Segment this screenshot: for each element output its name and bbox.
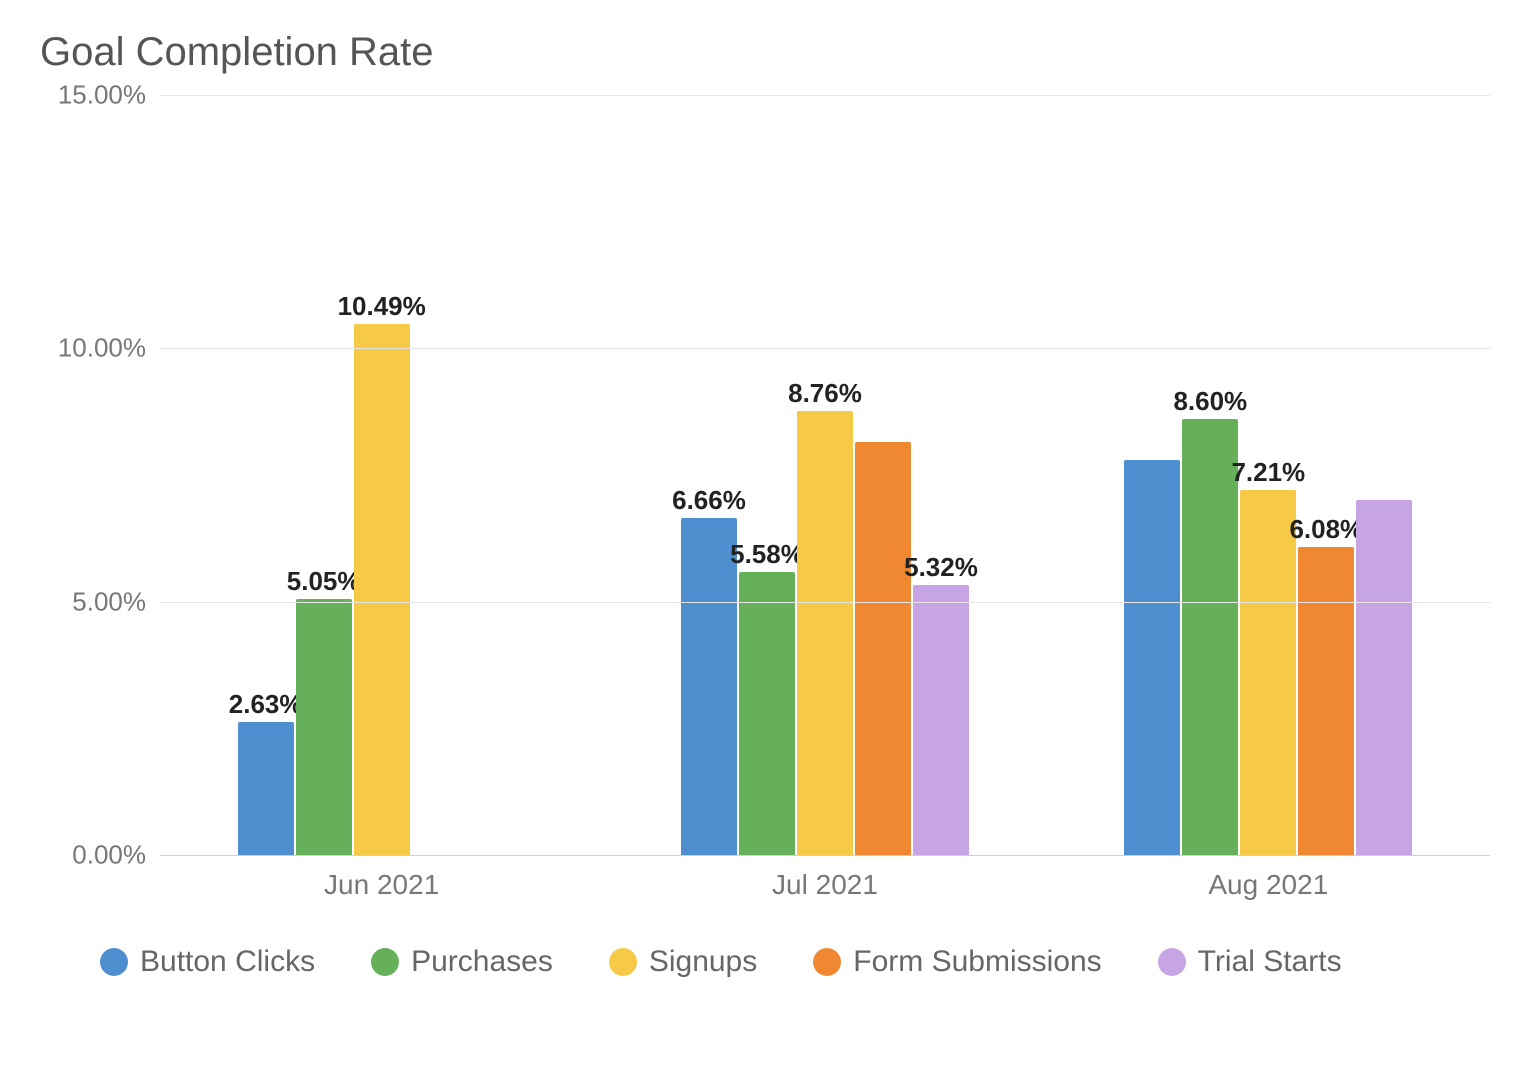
bar-wrap xyxy=(412,95,468,855)
x-tick-label: Jun 2021 xyxy=(160,855,603,915)
bar xyxy=(1356,500,1412,855)
plot-area: 2.63%5.05%10.49%6.66%5.58%8.76%5.32%8.60… xyxy=(160,95,1490,855)
bar xyxy=(1240,490,1296,855)
bar-wrap: 10.49% xyxy=(354,95,410,855)
legend-swatch xyxy=(813,948,841,976)
legend-item: Purchases xyxy=(371,945,553,979)
bar-value-label: 5.32% xyxy=(904,552,978,583)
bar-wrap: 6.66% xyxy=(681,95,737,855)
legend: Button Clicks Purchases Signups Form Submis… xyxy=(100,945,1490,979)
bar xyxy=(296,599,352,855)
y-tick-label: 15.00% xyxy=(26,80,146,111)
bar-wrap: 5.05% xyxy=(296,95,352,855)
bar xyxy=(1124,460,1180,855)
y-tick-label: 10.00% xyxy=(26,333,146,364)
y-tick-label: 0.00% xyxy=(26,840,146,871)
bar-group: 8.60%7.21%6.08% xyxy=(1047,95,1490,855)
legend-label: Trial Starts xyxy=(1198,945,1342,979)
gridline xyxy=(160,348,1490,349)
bar-wrap: 5.32% xyxy=(913,95,969,855)
x-axis: Jun 2021Jul 2021Aug 2021 xyxy=(160,855,1490,915)
legend-item: Signups xyxy=(609,945,757,979)
bar-wrap: 6.08% xyxy=(1298,95,1354,855)
bar-value-label: 8.76% xyxy=(788,378,862,409)
bar xyxy=(739,572,795,855)
legend-label: Button Clicks xyxy=(140,945,315,979)
plot-row: 0.00%5.00%10.00%15.00% 2.63%5.05%10.49%6… xyxy=(40,95,1490,855)
y-axis: 0.00%5.00%10.00%15.00% xyxy=(40,95,160,855)
legend-swatch xyxy=(609,948,637,976)
x-tick-label: Aug 2021 xyxy=(1047,855,1490,915)
bar-value-label: 6.08% xyxy=(1289,514,1363,545)
legend-label: Form Submissions xyxy=(853,945,1101,979)
x-tick-label: Jul 2021 xyxy=(603,855,1046,915)
y-tick-label: 5.00% xyxy=(26,586,146,617)
chart-container: Goal Completion Rate 0.00%5.00%10.00%15.… xyxy=(0,0,1530,1080)
bar-value-label: 2.63% xyxy=(229,689,303,720)
bar-wrap xyxy=(1356,95,1412,855)
gridline xyxy=(160,95,1490,96)
legend-label: Signups xyxy=(649,945,757,979)
bar xyxy=(1298,547,1354,855)
legend-item: Form Submissions xyxy=(813,945,1101,979)
bar-value-label: 6.66% xyxy=(672,485,746,516)
bar xyxy=(797,411,853,855)
bar-wrap: 8.60% xyxy=(1182,95,1238,855)
legend-swatch xyxy=(1158,948,1186,976)
bar-wrap: 2.63% xyxy=(238,95,294,855)
bar-group: 6.66%5.58%8.76%5.32% xyxy=(603,95,1046,855)
bar xyxy=(855,442,911,855)
bar-value-label: 8.60% xyxy=(1173,386,1247,417)
legend-label: Purchases xyxy=(411,945,553,979)
bar xyxy=(354,324,410,855)
bar-group: 2.63%5.05%10.49% xyxy=(160,95,603,855)
x-baseline xyxy=(160,855,1490,856)
bar xyxy=(913,585,969,855)
bar-wrap xyxy=(1124,95,1180,855)
bar-value-label: 5.58% xyxy=(730,539,804,570)
bar-value-label: 5.05% xyxy=(287,566,361,597)
legend-swatch xyxy=(371,948,399,976)
legend-item: Trial Starts xyxy=(1158,945,1342,979)
gridline xyxy=(160,602,1490,603)
bar-value-label: 7.21% xyxy=(1231,457,1305,488)
legend-item: Button Clicks xyxy=(100,945,315,979)
bar-wrap xyxy=(470,95,526,855)
bar-wrap: 5.58% xyxy=(739,95,795,855)
bar xyxy=(1182,419,1238,855)
bar xyxy=(238,722,294,855)
bar-wrap: 7.21% xyxy=(1240,95,1296,855)
legend-swatch xyxy=(100,948,128,976)
bar-wrap xyxy=(855,95,911,855)
bar xyxy=(681,518,737,855)
bar-groups: 2.63%5.05%10.49%6.66%5.58%8.76%5.32%8.60… xyxy=(160,95,1490,855)
chart-title: Goal Completion Rate xyxy=(40,30,1490,75)
bar-wrap: 8.76% xyxy=(797,95,853,855)
